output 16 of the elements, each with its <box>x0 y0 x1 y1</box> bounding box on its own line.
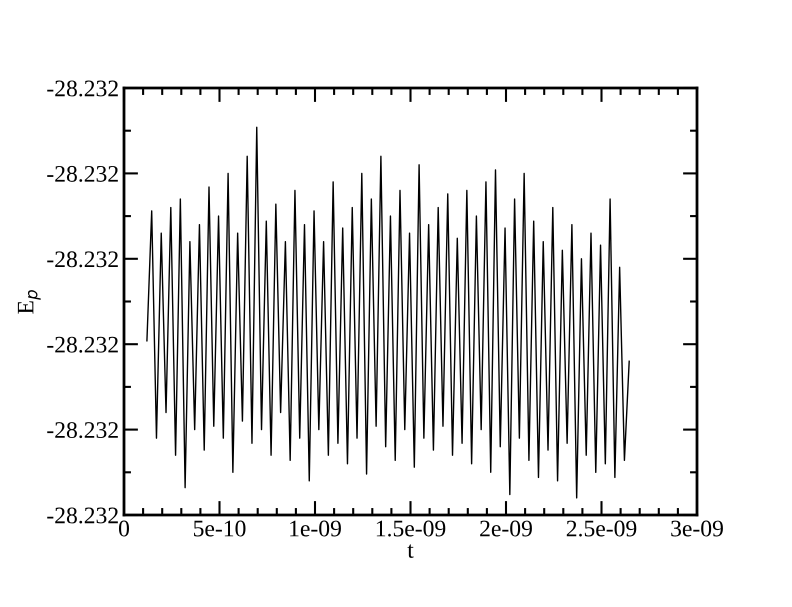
y-tick-label: -28.232 <box>47 507 118 524</box>
x-tick-label: 1e-09 <box>290 520 341 536</box>
line-series <box>146 126 630 499</box>
y-tick-label: -28.232 <box>47 251 118 268</box>
y-tick-label: -28.232 <box>47 80 118 97</box>
x-axis-title: t <box>407 544 414 558</box>
x-tick-label: 3e-09 <box>671 520 723 536</box>
y-axis-title: E$_{p}$ <box>18 290 41 314</box>
x-tick-label: 2e-09 <box>480 520 532 536</box>
x-tick-label: 2.5e-09 <box>566 520 636 537</box>
x-tick-label: 5e-10 <box>194 520 246 536</box>
y-tick-label: -28.232 <box>47 166 118 182</box>
x-tick-label: 1.5e-09 <box>376 520 446 537</box>
y-tick-label: -28.232 <box>47 336 118 353</box>
y-tick-label: -28.232 <box>47 422 118 438</box>
x-tick-label: 0 <box>118 520 130 536</box>
